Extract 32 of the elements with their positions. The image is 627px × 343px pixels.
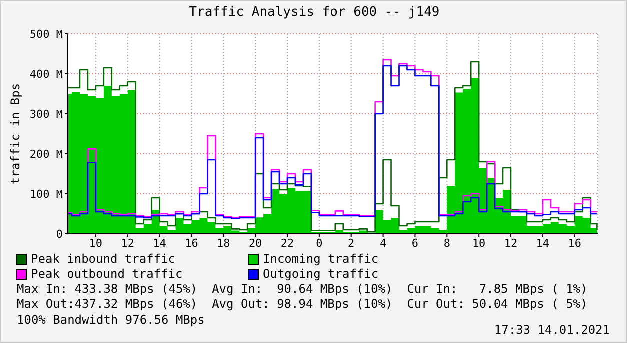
x-tick-label: 8	[444, 236, 450, 250]
legend-label: Incoming traffic	[263, 252, 379, 267]
x-tick-label: 6	[412, 236, 419, 250]
x-tick-label: 14	[536, 236, 550, 250]
x-tick-label: 18	[217, 236, 230, 250]
x-tick-label: 0	[316, 236, 323, 250]
legend-label: Peak inbound traffic	[31, 252, 176, 267]
x-tick-label: 4	[380, 236, 387, 250]
x-tick-label: 2	[348, 236, 355, 250]
x-tick-label: 22	[280, 236, 294, 250]
y-tick-label: 0	[56, 228, 63, 241]
text: 17:33 14.01.2021	[494, 323, 610, 337]
text: Max In: 433.38 MBps (45%) Avg In: 90.64 MBps (10%) Cur In: 7.85 MBps ( 1%)	[17, 282, 588, 298]
y-tick-label: 300 M	[30, 108, 64, 121]
x-tick-label: 12	[504, 236, 518, 250]
x-tick-label: 14	[153, 236, 167, 250]
chart-title: Traffic Analysis for 600 -- j149	[188, 5, 441, 20]
x-tick-label: 12	[121, 236, 134, 250]
text: Max Out:437.32 MBps (46%) Avg Out: 98.94 MBps (10%) Cur Out: 50.04 MBps ( 5%)	[17, 297, 588, 313]
x-tick-label: 16	[185, 236, 198, 250]
legend-label: Peak outbound traffic	[31, 267, 183, 282]
y-tick-label: 500 M	[30, 28, 64, 41]
x-tick-label: 10	[472, 236, 486, 250]
x-tick-label: 10	[89, 236, 103, 250]
text: 100% Bandwidth 976.56 MBps	[17, 312, 205, 327]
y-tick-label: 200 M	[30, 148, 64, 161]
y-axis-title: traffic in Bps	[8, 83, 22, 185]
y-tick-label: 100 M	[30, 188, 64, 201]
x-tick-label: 20	[248, 236, 262, 250]
x-tick-label: 16	[568, 236, 582, 250]
legend-label: Outgoing traffic	[263, 267, 379, 282]
y-tick-label: 400 M	[30, 68, 64, 81]
